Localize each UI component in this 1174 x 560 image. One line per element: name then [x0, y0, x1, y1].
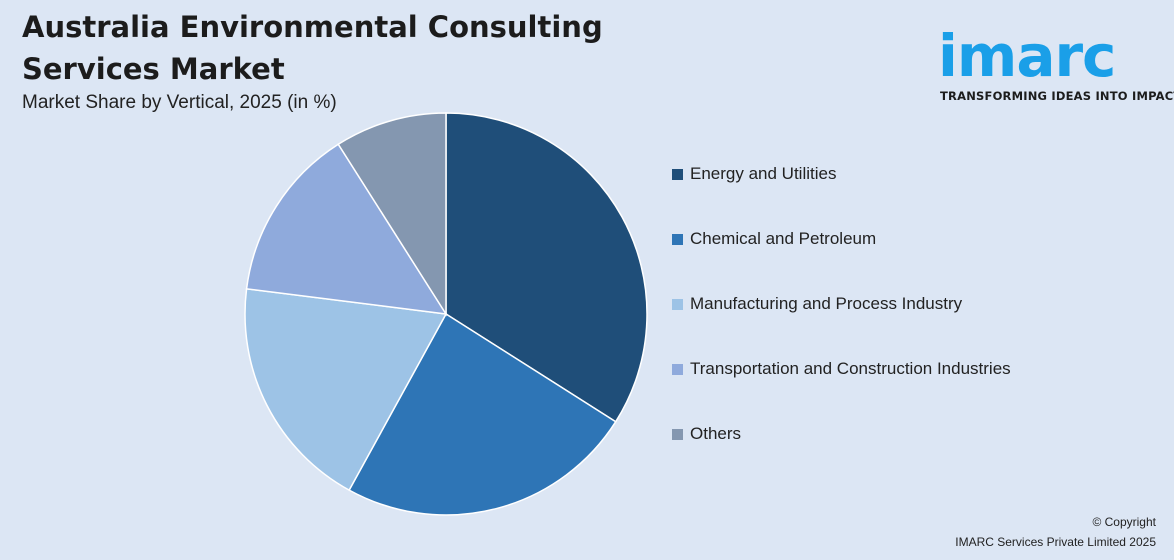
legend-swatch — [672, 429, 683, 440]
legend-swatch — [672, 364, 683, 375]
pie-slice-energy-and-utilities — [445, 112, 648, 423]
chart-subtitle: Market Share by Vertical, 2025 (in %) — [22, 92, 337, 113]
legend-swatch — [672, 299, 683, 310]
copyright-line: © Copyright — [1092, 515, 1156, 529]
legend-swatch — [672, 234, 683, 245]
legend-label: Energy and Utilities — [690, 164, 837, 183]
pie-slice-manufacturing-and-process-industry — [244, 287, 448, 492]
legend-item-transportation-construction: Transportation and Construction Industri… — [672, 359, 1011, 424]
legend-label: Others — [690, 424, 742, 443]
legend-label: Chemical and Petroleum — [690, 229, 877, 248]
chart-legend: Energy and Utilities Chemical and Petrol… — [672, 164, 1011, 489]
imarc-logo: imarc TRANSFORMING IDEAS INTO IMPACT — [938, 6, 1174, 106]
legend-item-chemical-petroleum: Chemical and Petroleum — [672, 229, 1011, 294]
chart-title: Australia Environmental Consulting Servi… — [22, 10, 603, 86]
pie-slice-chemical-and-petroleum — [348, 312, 617, 516]
legend-label: Manufacturing and Process Industry — [690, 294, 963, 313]
legend-item-others: Others — [672, 424, 1011, 489]
pie-slice-others — [337, 112, 447, 317]
logo-wordmark: imarc — [938, 22, 1116, 90]
pie-slice-transportation-and-construction-industries — [245, 143, 448, 315]
copyright-owner: IMARC Services Private Limited 2025 — [955, 535, 1156, 549]
copyright-notice: © Copyright IMARC Services Private Limit… — [955, 512, 1156, 552]
logo-tagline: TRANSFORMING IDEAS INTO IMPACT — [940, 89, 1174, 103]
legend-item-manufacturing-process: Manufacturing and Process Industry — [672, 294, 1011, 359]
legend-swatch — [672, 169, 683, 180]
legend-label: Transportation and Construction Industri… — [690, 359, 1011, 378]
legend-item-energy-utilities: Energy and Utilities — [672, 164, 1011, 229]
